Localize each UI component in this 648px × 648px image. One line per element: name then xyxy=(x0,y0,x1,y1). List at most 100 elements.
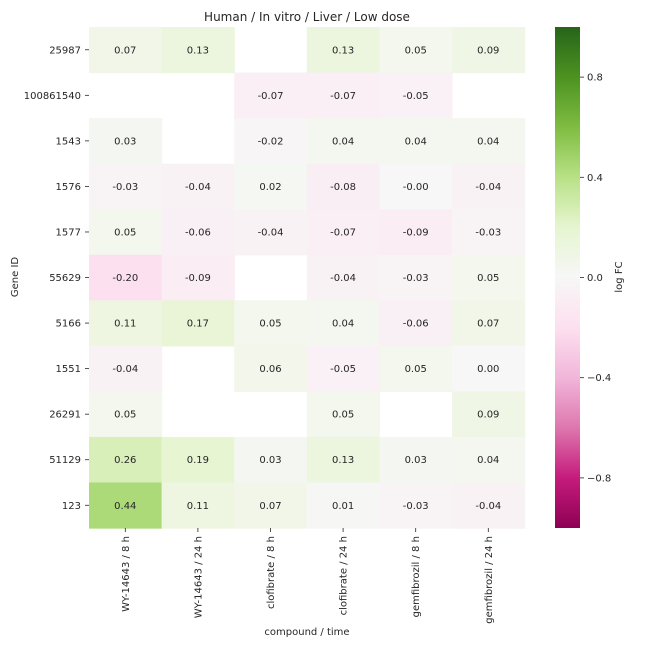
heatmap-cell xyxy=(452,391,526,438)
heatmap-cell xyxy=(306,27,380,74)
heatmap-cell xyxy=(161,300,235,347)
heatmap-cell xyxy=(161,163,235,210)
colorbar-gradient xyxy=(555,27,580,528)
cell-value-label: 0.00 xyxy=(477,364,499,375)
cell-value-label: -0.04 xyxy=(475,182,501,193)
heatmap-cell xyxy=(234,436,308,484)
heatmap-cell xyxy=(234,163,308,210)
x-tick-label: WY-14643 / 24 h xyxy=(193,536,204,618)
heatmap-cell xyxy=(306,345,380,392)
cell-value-label: 0.01 xyxy=(332,501,354,512)
cell-value-label: 0.44 xyxy=(114,501,136,512)
chart-title: Human / In vitro / Liver / Low dose xyxy=(204,10,410,24)
y-tick-label: 1543 xyxy=(56,136,81,147)
cell-value-label: 0.05 xyxy=(259,319,281,330)
cell-value-label: -0.08 xyxy=(330,182,356,193)
heatmap-cell xyxy=(89,118,163,165)
heatmap-cell xyxy=(89,163,163,210)
heatmap-value-labels: 0.07 0.13 0.13 0.05 0.09 -0.07 -0.07 -0.05 0.03 -… xyxy=(112,45,501,512)
heatmap-cell xyxy=(89,27,163,74)
heatmap-cell xyxy=(452,27,526,74)
cell-value-label: 0.03 xyxy=(259,455,281,466)
heatmap-cell xyxy=(234,345,308,392)
cell-value-label: -0.04 xyxy=(112,364,138,375)
x-tick-label: gemfibrozil / 8 h xyxy=(411,536,422,617)
cell-value-label: -0.07 xyxy=(258,91,284,102)
y-tick-label: 51129 xyxy=(49,455,81,466)
x-axis-label: compound / time xyxy=(264,627,349,638)
x-tick-label: WY-14643 / 8 h xyxy=(121,536,132,612)
x-tick-label: clofibrate / 8 h xyxy=(266,536,277,609)
cell-value-label: 0.03 xyxy=(114,136,136,147)
cell-value-label: -0.00 xyxy=(403,182,429,193)
heatmap-cell xyxy=(379,209,453,256)
heatmap-cell xyxy=(161,254,235,301)
y-tick-label: 100861540 xyxy=(24,91,81,102)
cell-value-label: 0.05 xyxy=(405,45,427,56)
heatmap-cell xyxy=(379,27,453,74)
cell-value-label: -0.04 xyxy=(185,182,211,193)
cell-value-label: -0.04 xyxy=(330,273,356,284)
heatmap-cell xyxy=(89,482,163,529)
cell-value-label: -0.06 xyxy=(403,319,429,330)
cell-value-label: 0.04 xyxy=(405,136,427,147)
cell-value-label: -0.03 xyxy=(403,273,429,284)
cell-value-label: 0.04 xyxy=(332,319,354,330)
cell-value-label: -0.09 xyxy=(185,273,211,284)
cell-value-label: 0.19 xyxy=(187,455,209,466)
y-tick-label: 123 xyxy=(62,501,81,512)
cell-value-label: 0.13 xyxy=(332,45,354,56)
heatmap-cell xyxy=(234,482,308,529)
cell-value-label: 0.07 xyxy=(259,501,281,512)
x-tick-label: clofibrate / 24 h xyxy=(339,536,350,615)
heatmap-cell xyxy=(89,436,163,484)
heatmap-cell xyxy=(306,209,380,256)
cell-value-label: 0.26 xyxy=(114,455,136,466)
heatmap-cell xyxy=(379,118,453,165)
cell-value-label: 0.04 xyxy=(477,455,499,466)
heatmap-cell xyxy=(306,163,380,210)
cell-value-label: 0.11 xyxy=(114,319,136,330)
heatmap-cell xyxy=(234,118,308,165)
cell-value-label: 0.05 xyxy=(114,410,136,421)
cell-value-label: 0.17 xyxy=(187,319,209,330)
heatmap-cell xyxy=(452,254,526,301)
y-tick-label: 25987 xyxy=(49,45,81,56)
heatmap-cell xyxy=(452,163,526,210)
cell-value-label: -0.06 xyxy=(185,227,211,238)
colorbar-tick-label: 0.8 xyxy=(587,73,603,84)
cell-value-label: 0.05 xyxy=(405,364,427,375)
heatmap-cell xyxy=(452,209,526,256)
heatmap-cell xyxy=(89,254,163,301)
y-tick-labels: 25987 100861540 1543 1576 1577 55629 5166 1551 2… xyxy=(24,45,89,512)
cell-value-label: 0.05 xyxy=(477,273,499,284)
cell-value-label: -0.02 xyxy=(258,136,284,147)
heatmap-cell xyxy=(161,436,235,484)
cell-value-label: 0.05 xyxy=(114,227,136,238)
heatmap-cell xyxy=(234,72,308,119)
y-tick-label: 55629 xyxy=(49,273,81,284)
heatmap-cell xyxy=(452,300,526,347)
cell-value-label: -0.07 xyxy=(330,91,356,102)
heatmap-cell xyxy=(89,209,163,256)
colorbar-tick-label: 0.4 xyxy=(587,173,603,184)
cell-value-label: 0.11 xyxy=(187,501,209,512)
colorbar-tick-label: −0.8 xyxy=(587,473,611,484)
cell-value-label: 0.04 xyxy=(477,136,499,147)
cell-value-label: 0.02 xyxy=(259,182,281,193)
heatmap-cell xyxy=(161,209,235,256)
y-tick-label: 1577 xyxy=(56,227,81,238)
heatmap-cell xyxy=(379,72,453,119)
cell-value-label: 0.07 xyxy=(114,45,136,56)
heatmap-cell xyxy=(306,118,380,165)
heatmap-cell xyxy=(452,482,526,529)
heatmap-cell xyxy=(452,436,526,484)
colorbar-tick-label: 0.0 xyxy=(587,273,603,284)
cell-value-label: -0.04 xyxy=(258,227,284,238)
heatmap-cell xyxy=(89,391,163,438)
y-tick-label: 26291 xyxy=(49,410,81,421)
heatmap-cell xyxy=(379,254,453,301)
cell-value-label: -0.05 xyxy=(403,91,429,102)
